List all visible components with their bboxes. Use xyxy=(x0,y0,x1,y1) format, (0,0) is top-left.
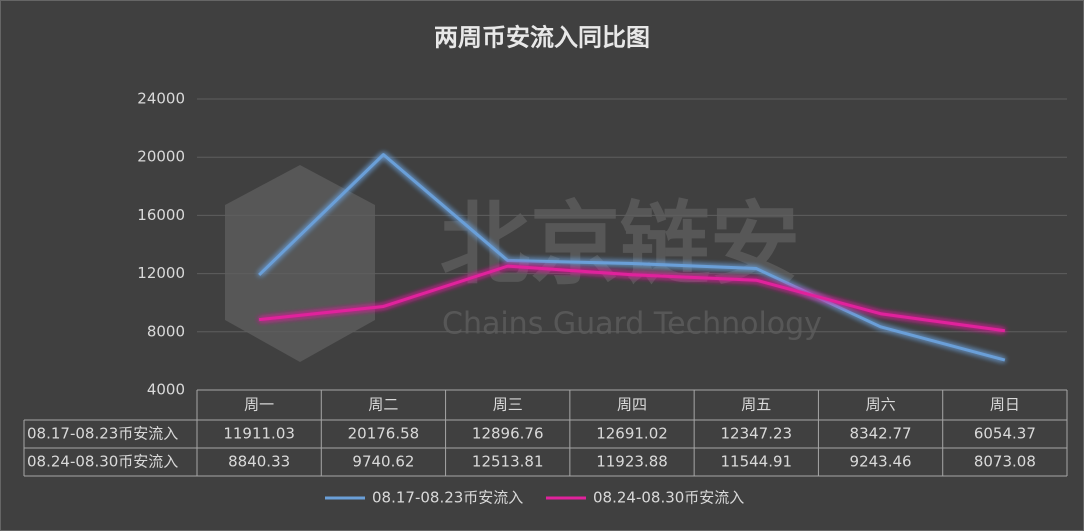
series-line xyxy=(258,153,1006,362)
watermark-subtitle: Chains Guard Technology xyxy=(442,307,822,342)
table-value: 12896.76 xyxy=(472,425,544,443)
y-tick-label: 24000 xyxy=(137,90,185,108)
table-value: 8840.33 xyxy=(228,453,290,471)
y-tick-label: 16000 xyxy=(137,206,185,224)
table-value: 12347.23 xyxy=(720,425,792,443)
table-value: 9243.46 xyxy=(850,453,912,471)
y-tick-label: 20000 xyxy=(137,148,185,166)
table-value: 12691.02 xyxy=(596,425,668,443)
table-value: 20176.58 xyxy=(348,425,420,443)
table-value: 12513.81 xyxy=(472,453,544,471)
table-value: 11544.91 xyxy=(720,453,792,471)
table-value: 11923.88 xyxy=(596,453,668,471)
series-line xyxy=(258,264,1006,333)
table-value: 9740.62 xyxy=(352,453,414,471)
watermark: 北京链安 Chains Guard Technology xyxy=(225,165,822,362)
table-value: 11911.03 xyxy=(223,425,295,443)
legend-label: 08.24-08.30币安流入 xyxy=(593,489,744,507)
table-value: 8342.77 xyxy=(850,425,912,443)
x-tick-label: 周五 xyxy=(741,396,771,414)
x-tick-label: 周一 xyxy=(244,396,274,414)
y-tick-label: 12000 xyxy=(137,264,185,282)
x-tick-label: 周六 xyxy=(866,396,896,414)
x-tick-label: 周四 xyxy=(617,396,647,414)
x-tick-label: 周三 xyxy=(493,396,523,414)
x-tick-label: 周日 xyxy=(990,396,1020,414)
table-value: 6054.37 xyxy=(974,425,1036,443)
row-label: 08.24-08.30币安流入 xyxy=(27,453,178,471)
y-tick-label: 8000 xyxy=(147,322,185,340)
chart-title: 两周币安流入同比图 xyxy=(434,23,650,52)
legend-label: 08.17-08.23币安流入 xyxy=(372,489,523,507)
row-label: 08.17-08.23币安流入 xyxy=(27,425,178,443)
y-tick-label: 4000 xyxy=(147,381,185,399)
table-value: 8073.08 xyxy=(974,453,1036,471)
watermark-logo xyxy=(225,165,375,362)
x-tick-label: 周二 xyxy=(368,396,398,414)
